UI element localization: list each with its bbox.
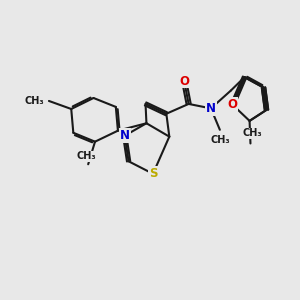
Text: O: O xyxy=(179,74,189,88)
Text: CH₃: CH₃ xyxy=(77,151,97,161)
Text: CH₃: CH₃ xyxy=(210,135,230,145)
Text: N: N xyxy=(206,102,216,115)
Text: CH₃: CH₃ xyxy=(242,128,262,138)
Text: O: O xyxy=(228,98,238,111)
Text: S: S xyxy=(149,167,157,180)
Text: N: N xyxy=(120,129,130,142)
Text: CH₃: CH₃ xyxy=(25,96,44,106)
